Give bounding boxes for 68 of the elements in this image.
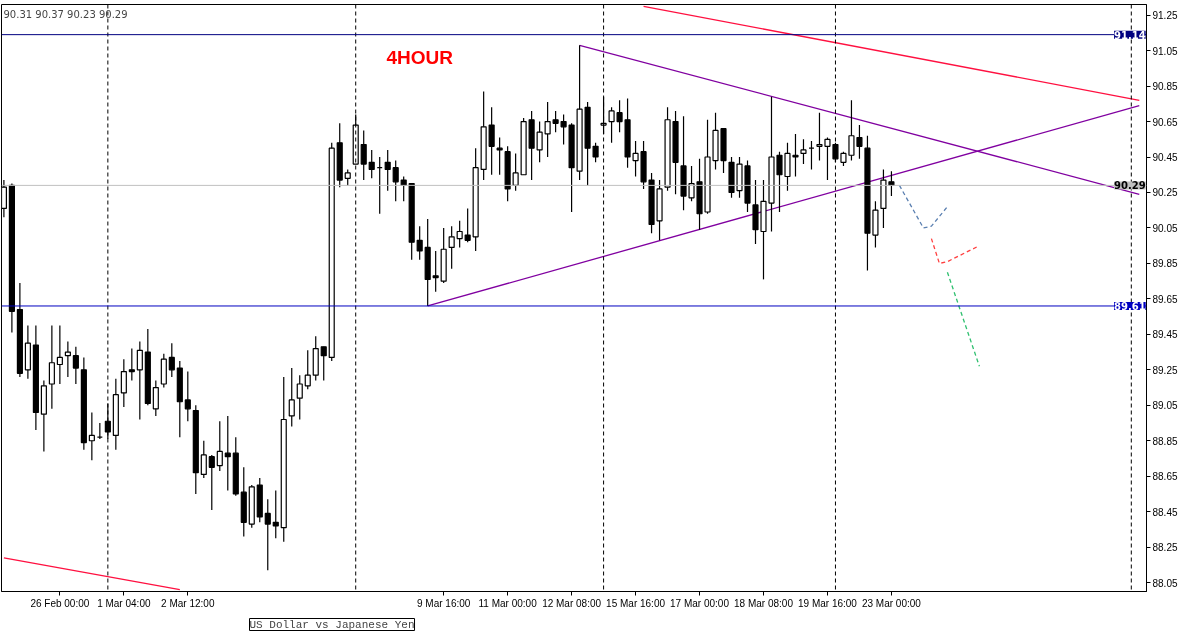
candlestick — [184, 371, 191, 422]
x-tick-label: 26 Feb 00:00 — [30, 597, 90, 609]
y-tick-label: 90.45 — [1152, 152, 1178, 164]
candlestick — [392, 159, 399, 202]
candlestick — [64, 340, 71, 378]
candlestick — [400, 175, 407, 202]
candlestick — [320, 346, 327, 382]
candlestick — [432, 250, 439, 293]
candlestick — [384, 149, 391, 192]
candlestick — [464, 207, 471, 243]
candlestick — [456, 220, 463, 249]
y-tick-label: 89.25 — [1152, 364, 1178, 376]
candlestick — [800, 138, 807, 165]
candlestick — [120, 358, 127, 408]
x-tick-label: 1 Mar 04:00 — [97, 597, 151, 609]
annotation: 90.31 90.37 90.23 90.29 — [3, 8, 128, 20]
candlestick — [216, 420, 223, 472]
candlestick — [416, 225, 423, 261]
y-tick-label: 89.65 — [1152, 293, 1178, 305]
x-tick-label: 18 Mar 08:00 — [734, 597, 794, 609]
y-tick-label: 89.45 — [1152, 329, 1178, 341]
candlestick — [152, 379, 159, 417]
candlestick — [264, 498, 271, 571]
x-tick-label: 2 Mar 12:00 — [161, 597, 215, 609]
x-tick-label: 15 Mar 16:00 — [606, 597, 666, 609]
y-tick-label: 90.05 — [1152, 222, 1178, 234]
x-tick-label: 9 Mar 16:00 — [416, 597, 471, 609]
text: US Dollar vs Japanese Yen — [249, 618, 415, 631]
y-tick-label: 90.25 — [1152, 187, 1178, 199]
y-tick-label: 88.45 — [1152, 506, 1178, 518]
y-tick-label: 90.65 — [1152, 116, 1178, 128]
candlestick — [56, 324, 63, 385]
candlestick — [128, 347, 135, 382]
candlestick — [72, 346, 79, 385]
x-tick-label: 19 Mar 16:00 — [798, 597, 858, 609]
candlestick — [304, 349, 311, 390]
candlestick — [488, 106, 495, 176]
x-tick-label: 12 Mar 08:00 — [542, 597, 602, 609]
candlestick — [208, 454, 215, 511]
candlestick — [448, 225, 455, 270]
candlestick — [360, 129, 367, 181]
y-tick-label: 91.25 — [1152, 10, 1178, 22]
y-tick-label: 88.65 — [1152, 471, 1178, 483]
y-tick-label: 89.05 — [1152, 400, 1178, 412]
y-tick-label: 88.25 — [1152, 542, 1178, 554]
candlestick — [288, 367, 295, 428]
candlestick — [496, 136, 503, 176]
y-tick-label: 91.05 — [1152, 45, 1178, 57]
candlestick — [200, 440, 207, 479]
line-series — [898, 184, 949, 229]
candlestick — [296, 374, 303, 421]
text: 4HOUR — [386, 46, 454, 68]
y-tick-label: 88.85 — [1152, 435, 1178, 447]
x-tick-label: 11 Mar 00:00 — [478, 597, 538, 609]
y-tick-label: 89.85 — [1152, 258, 1178, 270]
candlestick — [368, 149, 375, 179]
ref-line-label: 89.61 — [1114, 300, 1146, 312]
candlestick — [136, 340, 143, 421]
candlestick — [48, 324, 55, 410]
candlestick — [88, 411, 95, 461]
candlestick — [272, 489, 279, 539]
ref-line-label: 91.14 — [1114, 29, 1146, 41]
y-tick-label: 88.05 — [1152, 577, 1178, 589]
x-tick-label: 17 Mar 00:00 — [670, 597, 730, 609]
candlestick — [168, 342, 175, 378]
x-tick-label: 23 Mar 00:00 — [861, 597, 922, 609]
y-tick-label: 90.85 — [1152, 81, 1178, 93]
ref-line-label: 90.29 — [1114, 180, 1146, 192]
